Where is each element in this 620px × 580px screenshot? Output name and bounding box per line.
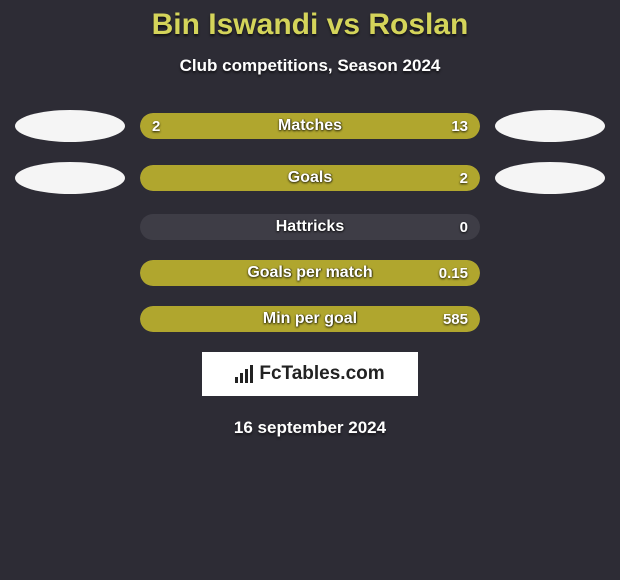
- stat-value-right: 2: [460, 165, 468, 191]
- stat-row: Goals per match0.15: [0, 260, 620, 286]
- stat-row: Matches213: [0, 110, 620, 142]
- player-oval-left: [15, 162, 125, 194]
- bar-fill-right: [242, 165, 480, 191]
- page-subtitle: Club competitions, Season 2024: [0, 56, 620, 76]
- barchart-icon: [235, 365, 253, 383]
- bar-fill-right: [140, 306, 480, 332]
- stat-value-right: 0.15: [439, 260, 468, 286]
- bar-fill-right: [140, 260, 480, 286]
- logo-text: FcTables.com: [259, 363, 384, 385]
- stat-bar: Goals per match0.15: [140, 260, 480, 286]
- stat-value-right: 585: [443, 306, 468, 332]
- stat-value-right: 13: [451, 113, 468, 139]
- bar-fill-right: [198, 113, 480, 139]
- stat-bar: Hattricks0: [140, 214, 480, 240]
- date-label: 16 september 2024: [0, 418, 620, 438]
- stat-label: Hattricks: [140, 214, 480, 240]
- stat-row: Min per goal585: [0, 306, 620, 332]
- stat-bar: Min per goal585: [140, 306, 480, 332]
- stat-row: Goals2: [0, 162, 620, 194]
- stat-value-left: 2: [152, 113, 160, 139]
- stat-value-right: 0: [460, 214, 468, 240]
- page-title: Bin Iswandi vs Roslan: [0, 8, 620, 42]
- comparison-card: Bin Iswandi vs Roslan Club competitions,…: [0, 0, 620, 438]
- logo-box: FcTables.com: [202, 352, 418, 396]
- bar-fill-left: [140, 165, 242, 191]
- stat-row: Hattricks0: [0, 214, 620, 240]
- player-oval-left: [15, 110, 125, 142]
- stat-bar: Goals2: [140, 165, 480, 191]
- bar-fill-left: [140, 113, 198, 139]
- player-oval-right: [495, 110, 605, 142]
- player-oval-right: [495, 162, 605, 194]
- stat-rows: Matches213Goals2Hattricks0Goals per matc…: [0, 110, 620, 332]
- stat-bar: Matches213: [140, 113, 480, 139]
